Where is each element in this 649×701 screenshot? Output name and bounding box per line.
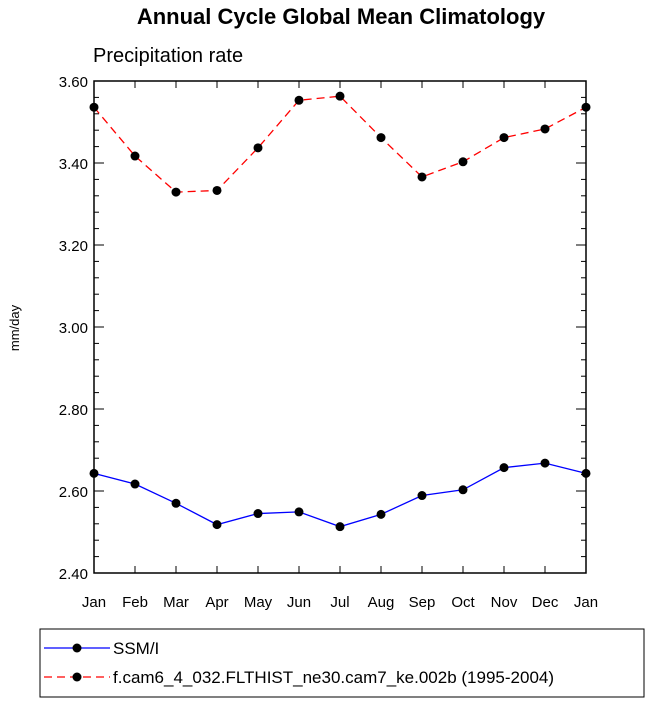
data-point [376, 133, 386, 143]
data-point [294, 507, 304, 517]
x-tick-label: Nov [491, 594, 518, 611]
legend-marker [72, 672, 82, 682]
data-point [335, 91, 345, 101]
data-point [499, 463, 509, 473]
data-point [294, 95, 304, 105]
data-point [130, 479, 140, 489]
x-tick-label: Oct [451, 594, 475, 611]
legend-label: f.cam6_4_032.FLTHIST_ne30.cam7_ke.002b (… [113, 668, 554, 687]
data-point [212, 185, 222, 195]
y-tick-label: 2.40 [59, 566, 88, 583]
y-axis-label: mm/day [7, 304, 22, 351]
x-tick-label: Mar [163, 594, 189, 611]
data-point [376, 509, 386, 519]
data-point [253, 143, 263, 153]
x-tick-label: May [244, 594, 273, 611]
data-point [417, 172, 427, 182]
x-tick-label: Apr [205, 594, 228, 611]
x-tick-label: Dec [532, 594, 559, 611]
axis-tick-labels: Jan Feb Mar Apr May Jun Jul Aug Sep Oct Nov Dec Jan 2… [59, 74, 598, 611]
x-tick-label: Sep [409, 594, 436, 611]
y-tick-label: 3.40 [59, 156, 88, 173]
x-tick-label: Jun [287, 594, 311, 611]
y-tick-label: 3.00 [59, 320, 88, 337]
data-point [417, 491, 427, 501]
chart-title: Annual Cycle Global Mean Climatology [137, 4, 546, 29]
data-point [253, 509, 263, 519]
data-point [335, 522, 345, 532]
x-tick-label: Aug [368, 594, 395, 611]
series-line [93, 462, 587, 528]
x-tick-label: Jul [330, 594, 349, 611]
series-layer [89, 91, 591, 532]
data-point [130, 151, 140, 161]
x-tick-label: Jan [574, 594, 598, 611]
legend-marker [72, 643, 82, 653]
y-tick-label: 2.80 [59, 402, 88, 419]
legend: SSM/I f.cam6_4_032.FLTHIST_ne30.cam7_ke.0… [39, 628, 645, 698]
y-tick-label: 2.60 [59, 484, 88, 501]
data-point [499, 133, 509, 143]
chart-subtitle: Precipitation rate [93, 45, 243, 67]
y-tick-label: 3.60 [59, 74, 88, 91]
y-tick-label: 3.20 [59, 238, 88, 255]
data-point [171, 187, 181, 197]
plot-frame [93, 80, 587, 574]
series-line [93, 95, 587, 193]
data-point [171, 498, 181, 508]
data-point [540, 124, 550, 134]
x-tick-label: Jan [82, 594, 106, 611]
legend-label: SSM/I [113, 639, 159, 658]
data-point [540, 458, 550, 468]
legend-box [39, 628, 645, 698]
x-tick-label: Feb [122, 594, 148, 611]
data-point [458, 485, 468, 495]
data-point [458, 157, 468, 167]
data-point [212, 520, 222, 530]
